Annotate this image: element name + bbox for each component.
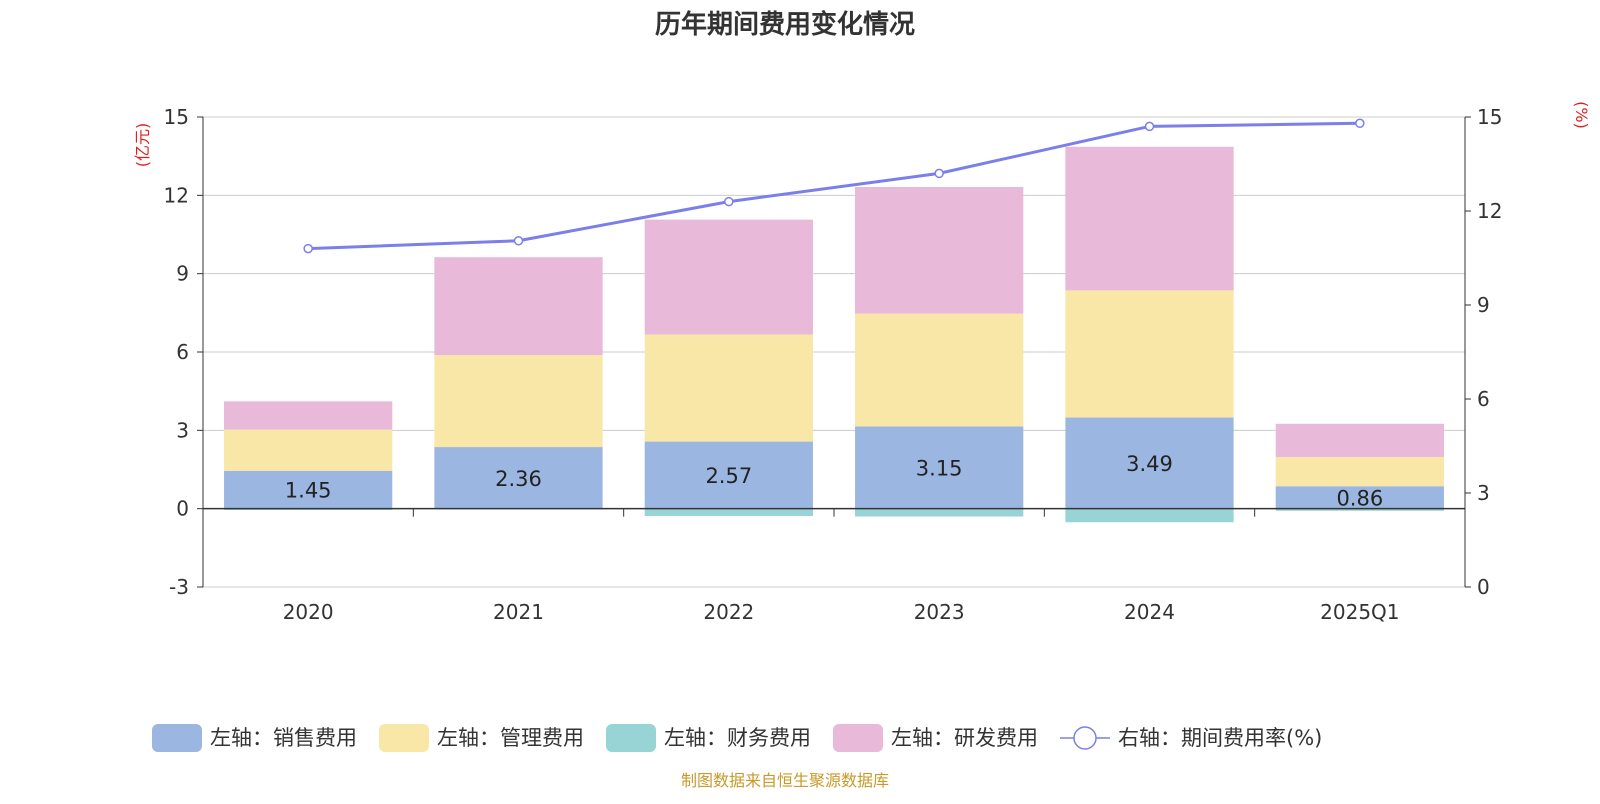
axis-layer: -3 0 3 6 9 12 15 0 3 6 9 12 15 (亿元) (%) 2020 2021 2022 202… (133, 101, 1591, 624)
x-axis-tick-label: 2021 (493, 600, 544, 624)
legend-swatch (833, 724, 883, 752)
bar-segment (1275, 486, 1444, 509)
legend-item[interactable]: 左轴：管理费用 (379, 724, 584, 752)
bar-segment (1065, 417, 1234, 509)
right-axis-tick-label: 0 (1477, 575, 1490, 599)
bar-segment (224, 401, 393, 430)
data-label: 2.57 (705, 464, 752, 488)
legend-label: 左轴：销售费用 (210, 726, 357, 750)
bar-segment (434, 257, 603, 356)
left-axis-tick-label: 6 (176, 340, 189, 364)
left-axis-tick-label: 12 (164, 183, 189, 207)
right-axis-tick-label: 12 (1477, 199, 1502, 223)
x-axis-tick-label: 2025Q1 (1320, 600, 1399, 624)
left-axis-unit: (亿元) (133, 123, 152, 168)
x-axis-tick-label: 2020 (283, 600, 334, 624)
data-label: 2.36 (495, 467, 542, 491)
bar-segment (1065, 146, 1234, 291)
legend-label: 左轴：财务费用 (664, 726, 811, 750)
line-layer (303, 118, 1365, 254)
left-axis-tick-label: -3 (169, 575, 189, 599)
left-axis-tick-label: 0 (176, 497, 189, 521)
left-axis-tick-label: 9 (176, 262, 189, 286)
bar-segment (855, 313, 1024, 427)
bar-segment (1065, 290, 1234, 418)
bar-layer (224, 146, 1444, 523)
right-axis-tick-label: 3 (1477, 481, 1490, 505)
bar-segment (1275, 423, 1444, 457)
bar-segment (644, 441, 813, 509)
bar-segment (1275, 508, 1444, 511)
data-label: 0.86 (1336, 486, 1383, 510)
chart-title: 历年期间费用变化情况 (655, 9, 915, 40)
legend-label: 左轴：研发费用 (891, 726, 1038, 750)
legend-item[interactable]: 左轴：研发费用 (833, 724, 1038, 752)
rate-point (1144, 121, 1155, 132)
bar-segment (224, 429, 393, 471)
legend-label: 左轴：管理费用 (437, 726, 584, 750)
rate-point (513, 236, 524, 246)
legend-item[interactable]: 左轴：销售费用 (152, 724, 357, 752)
legend-swatch (379, 724, 429, 752)
bar-segment (1275, 456, 1444, 487)
bar-segment (644, 334, 813, 442)
legend-item[interactable]: 右轴：期间费用率(%) (1060, 726, 1322, 750)
legend-item[interactable]: 左轴：财务费用 (606, 724, 811, 752)
legend-label: 右轴：期间费用率(%) (1118, 726, 1322, 750)
bar-segment (855, 426, 1024, 509)
legend-layer[interactable]: 左轴：销售费用 左轴：管理费用 左轴：财务费用 左轴：研发费用 右轴：期间费用率(%) (152, 724, 1322, 752)
left-axis-tick-label: 3 (176, 418, 189, 442)
bar-segment (224, 470, 393, 509)
legend-swatch (606, 724, 656, 752)
rate-point (303, 243, 313, 254)
x-axis-tick-label: 2022 (703, 600, 754, 624)
bar-segment (855, 186, 1024, 314)
x-axis-tick-label: 2024 (1124, 600, 1175, 624)
data-label: 3.15 (916, 457, 963, 481)
bar-segment (855, 508, 1024, 517)
bar-segment (644, 508, 813, 516)
label-layer: 1.45 2.36 2.57 3.15 3.49 0.86 (285, 452, 1383, 510)
data-label: 3.49 (1126, 452, 1173, 476)
x-axis-tick-label: 2023 (914, 600, 965, 624)
right-axis-tick-label: 9 (1477, 293, 1490, 317)
rate-point (724, 196, 734, 207)
bar-segment (1065, 508, 1234, 523)
grid-layer (203, 116, 1465, 588)
rate-line (308, 121, 1360, 251)
legend-circle-icon (1073, 726, 1097, 750)
bar-segment (644, 219, 813, 335)
bar-segment (434, 447, 603, 509)
left-axis-tick-label: 15 (164, 105, 189, 129)
rate-point (1355, 118, 1365, 129)
bar-segment (434, 355, 603, 448)
data-label: 1.45 (285, 479, 332, 503)
right-axis-tick-label: 15 (1477, 105, 1502, 129)
legend-swatch (152, 724, 202, 752)
source-note: 制图数据来自恒生聚源数据库 (681, 771, 889, 790)
right-axis-tick-label: 6 (1477, 387, 1490, 411)
right-axis-unit: (%) (1572, 101, 1591, 129)
rate-point (934, 168, 944, 179)
